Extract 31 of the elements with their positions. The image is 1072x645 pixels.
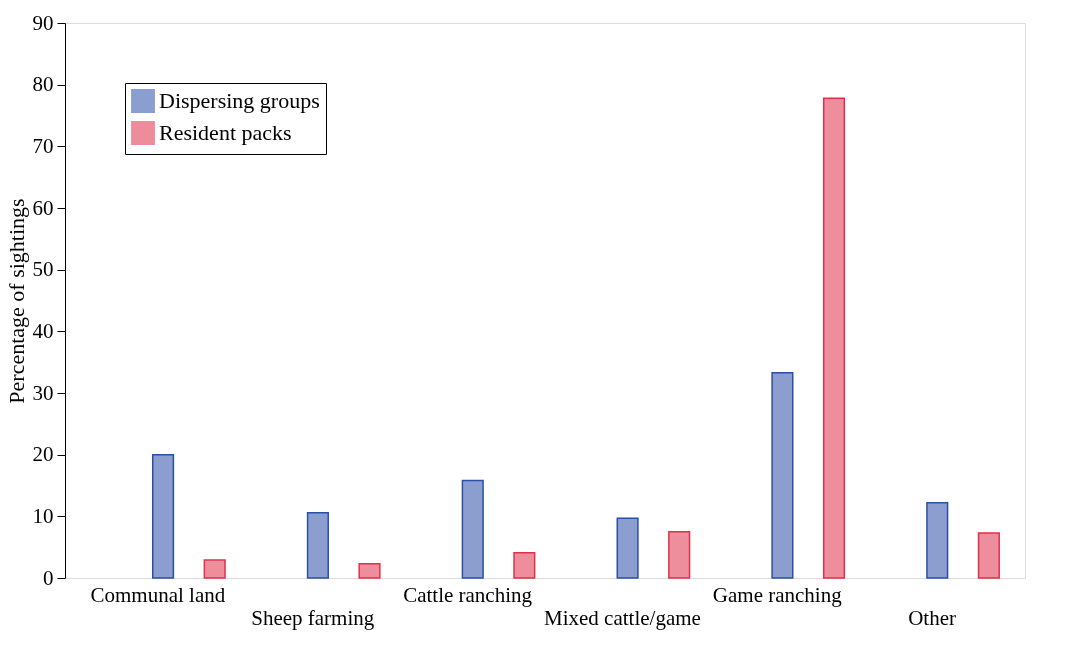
bar (926, 502, 949, 579)
y-tick-label: 50 (32, 257, 54, 282)
y-tick-label: 40 (32, 318, 54, 343)
y-tick-label: 70 (32, 133, 54, 158)
x-tick-label: Cattle ranching (403, 582, 533, 607)
bar (306, 511, 329, 579)
bar (513, 551, 536, 579)
bar (668, 531, 691, 579)
x-tick-label: Game ranching (712, 582, 843, 607)
x-tick-label: Mixed cattle/game (543, 605, 701, 630)
y-tick-label: 20 (32, 442, 54, 467)
bar (771, 371, 794, 579)
bar (616, 517, 639, 579)
bar (358, 563, 381, 579)
y-axis-title: Percentage of sightings (3, 198, 29, 404)
bar (822, 97, 846, 579)
legend-label: Dispersing groups (159, 88, 320, 113)
y-tick-label: 10 (32, 503, 54, 528)
y-tick-label: 30 (32, 380, 54, 405)
y-tick-label: 60 (32, 195, 54, 220)
y-tick-label: 0 (43, 565, 54, 590)
bar (203, 559, 226, 579)
x-tick-label: Communal land (90, 582, 226, 607)
legend-label: Resident packs (159, 120, 292, 145)
bar (461, 479, 484, 579)
bar (977, 532, 1000, 579)
y-tick-label: 80 (32, 72, 54, 97)
x-tick-label: Other (908, 605, 957, 630)
y-tick-label: 90 (32, 10, 54, 35)
bar (151, 453, 175, 579)
x-tick-label: Sheep farming (251, 605, 375, 630)
